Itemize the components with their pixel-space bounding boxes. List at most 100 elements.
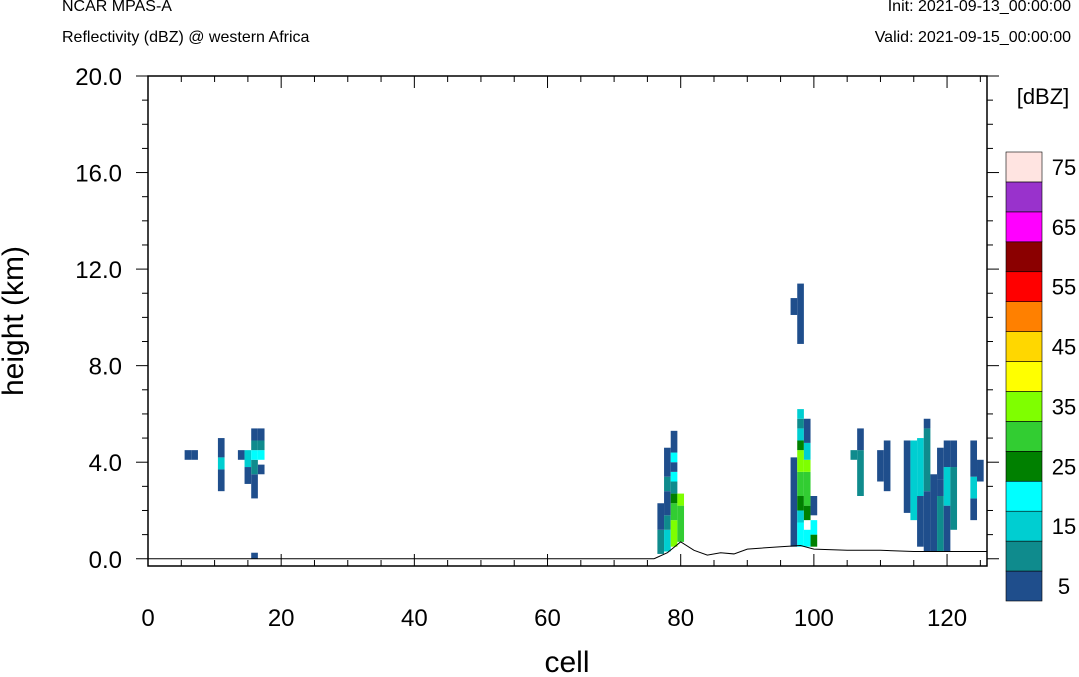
reflectivity-cell — [970, 498, 978, 521]
reflectivity-cell — [937, 447, 944, 480]
colorbar-swatch — [1005, 540, 1043, 572]
reflectivity-cell — [670, 520, 678, 547]
field-subtitle: Reflectivity (dBZ) @ western Africa — [62, 29, 310, 46]
colorbar-swatch — [1005, 151, 1043, 183]
reflectivity-cell — [670, 462, 678, 472]
reflectivity-cell — [803, 459, 811, 472]
reflectivity-cell — [810, 534, 818, 547]
reflectivity-cell — [970, 440, 978, 477]
y-tick-label: 8.0 — [89, 354, 122, 381]
reflectivity-cell — [883, 440, 891, 492]
reflectivity-cell — [251, 440, 258, 451]
y-axis-label: height (km) — [0, 246, 30, 396]
reflectivity-cell — [251, 428, 258, 441]
reflectivity-cell — [677, 493, 685, 506]
reflectivity-cell — [857, 450, 864, 496]
colorbar-label: 35 — [1052, 394, 1076, 419]
reflectivity-cell — [943, 505, 951, 552]
reflectivity-cell — [670, 471, 678, 482]
reflectivity-cell — [217, 438, 225, 458]
reflectivity-cell — [910, 440, 918, 521]
reflectivity-cell — [670, 430, 678, 453]
reflectivity-cell — [857, 428, 864, 451]
colorbar-swatch — [1005, 421, 1043, 452]
plot-frame — [147, 75, 988, 567]
reflectivity-cell — [257, 440, 265, 451]
colorbar-title: [dBZ] — [1017, 84, 1070, 109]
reflectivity-cell — [217, 457, 225, 470]
reflectivity-cell — [797, 496, 804, 511]
colorbar-label: 5 — [1058, 574, 1070, 599]
reflectivity-cell — [797, 409, 804, 419]
y-tick-labels: 0.0 4.0 8.0 12.0 16.0 20.0 — [75, 64, 122, 574]
y-tick-label: 4.0 — [89, 450, 122, 477]
colorbar-labels: 5 15 25 35 45 55 65 75 — [1052, 155, 1076, 599]
reflectivity-cell — [797, 428, 804, 441]
colorbar-swatch — [1005, 361, 1043, 392]
reflectivity-cell — [217, 469, 225, 492]
reflectivity-cell — [877, 450, 884, 482]
model-title: NCAR MPAS-A — [62, 0, 172, 15]
reflectivity-cell — [937, 496, 944, 552]
reflectivity-cell — [664, 447, 671, 477]
colorbar-label: 25 — [1052, 454, 1076, 479]
reflectivity-cell — [251, 552, 258, 559]
reflectivity-cell — [797, 418, 804, 429]
x-tick-label: 0 — [141, 605, 154, 632]
reflectivity-cell — [257, 450, 265, 460]
reflectivity-cell — [664, 515, 671, 530]
x-tick-label: 20 — [268, 605, 295, 632]
reflectivity-cell — [797, 510, 804, 523]
reflectivity-cell — [257, 428, 265, 441]
reflectivity-cell — [664, 529, 671, 552]
reflectivity-cell — [797, 283, 804, 344]
reflectivity-cell — [670, 481, 678, 494]
reflectivity-cell — [670, 503, 678, 521]
reflectivity-cell — [803, 471, 811, 506]
reflectivity-cell — [251, 450, 258, 460]
reflectivity-cell — [670, 493, 678, 504]
reflectivity-cell — [251, 474, 258, 499]
x-tick-label: 80 — [667, 605, 694, 632]
colorbar-swatch — [1005, 331, 1043, 362]
reflectivity-cell — [797, 450, 804, 472]
x-tick-labels: 0 20 40 60 80 100 120 — [141, 605, 967, 632]
plot-area — [148, 76, 987, 566]
y-tick-label: 12.0 — [75, 257, 122, 284]
reflectivity-cell — [803, 505, 811, 521]
reflectivity-cell — [917, 496, 924, 547]
reflectivity-cell — [677, 505, 685, 542]
colorbar-swatch — [1005, 241, 1043, 273]
reflectivity-cell — [664, 476, 671, 492]
reflectivity-cell — [937, 479, 944, 496]
reflectivity-cell — [670, 452, 678, 463]
reflectivity-cell — [810, 496, 818, 516]
colorbar-label: 45 — [1052, 335, 1076, 360]
x-axis-label: cell — [544, 646, 589, 677]
x-tick-label: 120 — [927, 605, 967, 632]
reflectivity-cells — [184, 283, 984, 559]
terrain — [148, 541, 987, 560]
reflectivity-cell — [257, 464, 265, 475]
reflectivity-cell — [903, 440, 911, 513]
reflectivity-cell — [803, 418, 811, 443]
reflectivity-cell — [797, 471, 804, 496]
colorbar-swatch — [1005, 301, 1043, 332]
colorbar-swatch — [1005, 451, 1043, 482]
reflectivity-cell — [977, 459, 984, 482]
colorbar-swatch — [1005, 391, 1043, 422]
colorbar-swatch — [1005, 181, 1043, 213]
y-tick-label: 16.0 — [75, 161, 122, 188]
valid-time: Valid: 2021-09-15_00:00:00 — [874, 29, 1071, 46]
reflectivity-cell — [790, 298, 798, 315]
terrain-line — [653, 541, 987, 560]
reflectivity-cell — [943, 440, 951, 468]
reflectivity-cell — [803, 529, 811, 547]
reflectivity-cell — [970, 476, 978, 499]
reflectivity-cell — [191, 450, 198, 460]
reflectivity-cell — [797, 440, 804, 451]
x-tick-label: 40 — [401, 605, 428, 632]
reflectivity-cell — [237, 450, 245, 460]
y-tick-label: 0.0 — [89, 547, 122, 574]
reflectivity-cell — [850, 450, 858, 460]
